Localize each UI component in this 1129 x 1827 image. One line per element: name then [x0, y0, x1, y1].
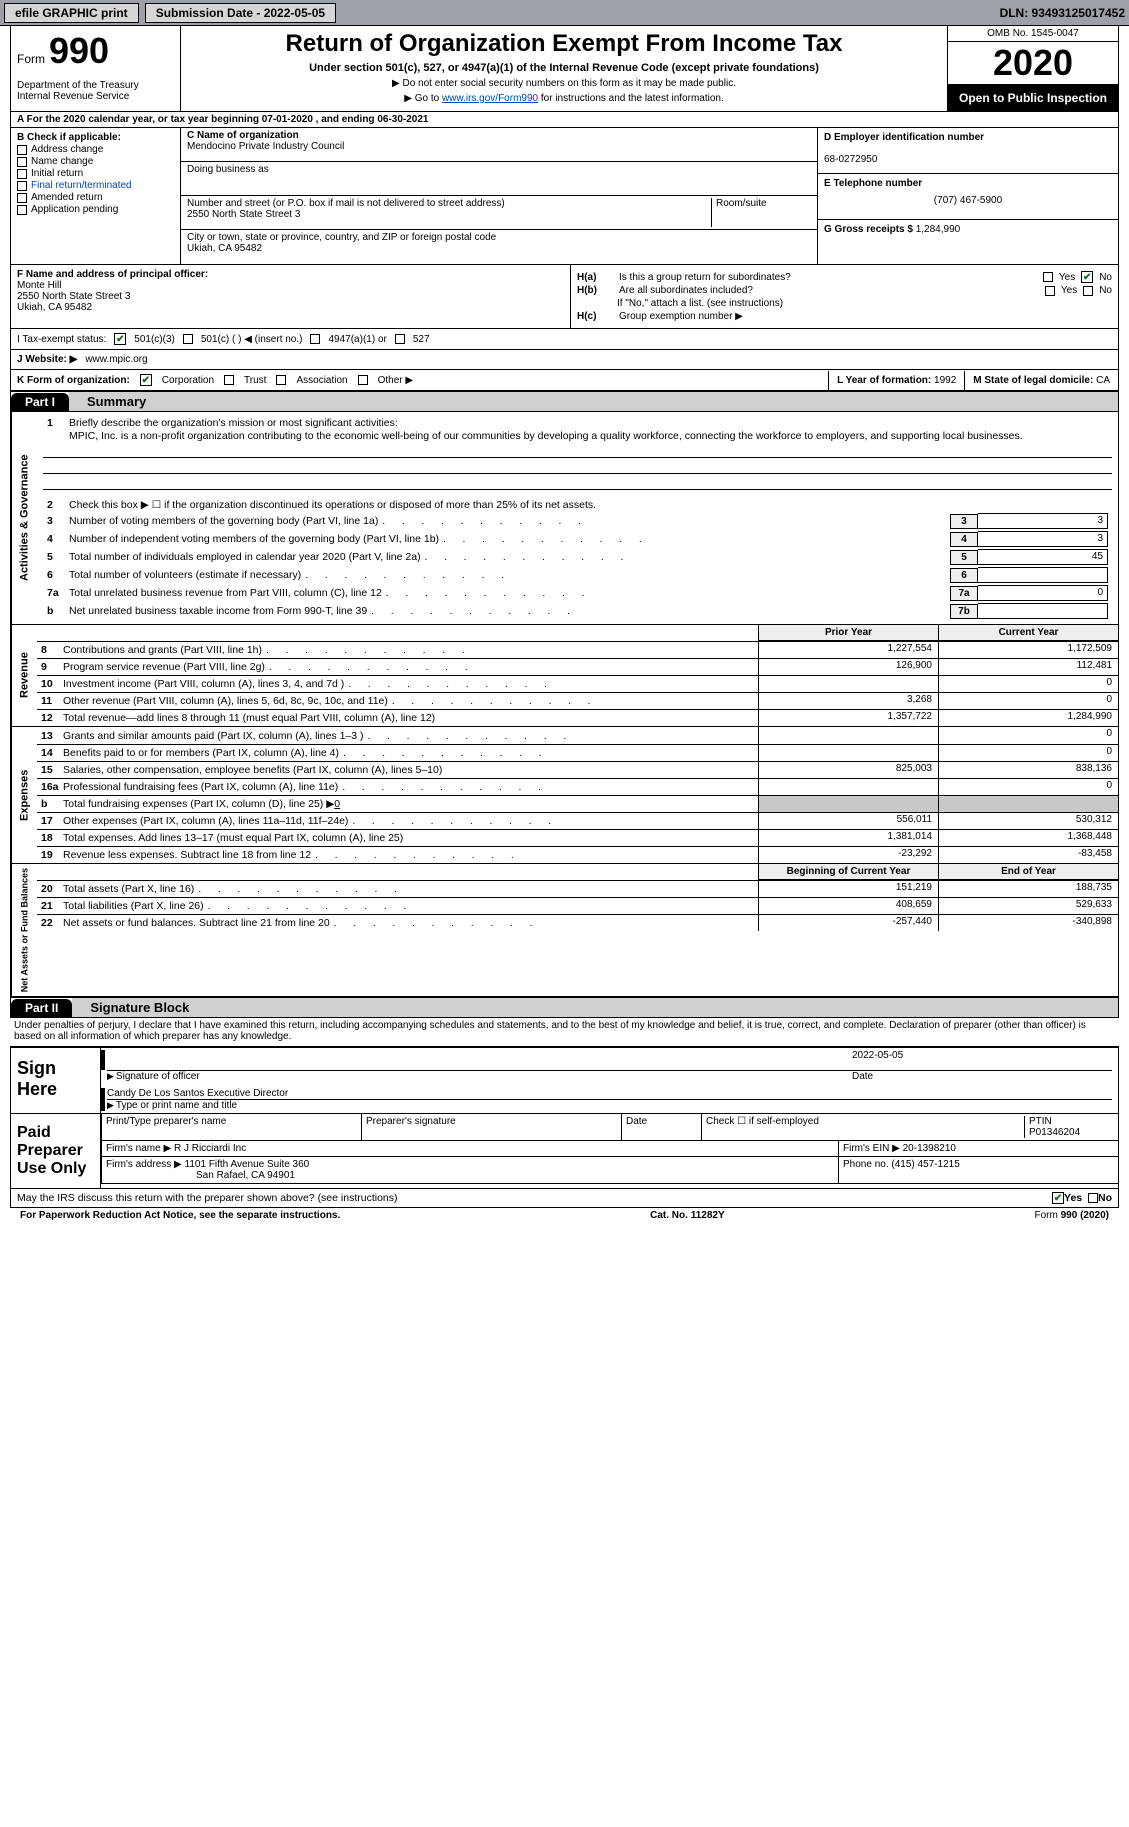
instr1: ▶ Do not enter social security numbers o…	[187, 78, 941, 89]
room-lbl: Room/suite	[716, 198, 767, 209]
checkbox-icon[interactable]	[17, 205, 27, 215]
addr: 2550 North State Street 3	[187, 209, 300, 220]
checkbox-icon[interactable]	[140, 374, 152, 386]
checkbox-icon[interactable]	[395, 334, 405, 344]
row-k: K Form of organization: Corporation Trus…	[10, 370, 1119, 391]
checkbox-icon[interactable]	[1083, 286, 1093, 296]
submission-date: Submission Date - 2022-05-05	[145, 3, 336, 23]
gross-receipts: 1,284,990	[916, 224, 961, 235]
checkbox-icon[interactable]	[224, 375, 234, 385]
form-word: Form	[17, 52, 45, 66]
checkbox-icon[interactable]	[1052, 1192, 1064, 1204]
ha-lbl: Is this a group return for subordinates?	[619, 272, 1037, 283]
checkbox-icon[interactable]	[183, 334, 193, 344]
hb-lbl: Are all subordinates included?	[619, 285, 1039, 296]
officer-name: Monte Hill	[17, 280, 61, 291]
block-bcd: B Check if applicable: Address change Na…	[10, 128, 1119, 265]
phone: (707) 467-5900	[824, 195, 1112, 206]
officer-addr2: Ukiah, CA 95482	[17, 302, 92, 313]
row-i: I Tax-exempt status: 501(c)(3) 501(c) ( …	[10, 329, 1119, 350]
b-label: B Check if applicable:	[17, 132, 121, 143]
org-name: Mendocino Private Industry Council	[187, 141, 344, 152]
firm-addr1: 1101 Fifth Avenue Suite 360	[185, 1159, 310, 1170]
revenue-label: Revenue	[11, 625, 37, 726]
ptin: P01346204	[1029, 1127, 1114, 1138]
open-inspection: Open to Public Inspection	[948, 85, 1118, 111]
checkbox-icon[interactable]	[1043, 272, 1053, 282]
val-6	[978, 567, 1108, 583]
signature-block: Sign Here Signature of officer 2022-05-0…	[10, 1046, 1119, 1189]
val-3: 3	[978, 513, 1108, 529]
checkbox-icon[interactable]	[114, 333, 126, 345]
checkbox-icon[interactable]	[17, 169, 27, 179]
topbar: efile GRAPHIC print Submission Date - 20…	[0, 0, 1129, 26]
checkbox-icon[interactable]	[17, 193, 27, 203]
part1-bar: Part I Summary	[10, 391, 1119, 412]
val-4: 3	[978, 531, 1108, 547]
part2-bar: Part II Signature Block	[10, 997, 1119, 1018]
firm-phone: (415) 457-1215	[891, 1159, 959, 1170]
efile-button[interactable]: efile GRAPHIC print	[4, 3, 139, 23]
checkbox-icon[interactable]	[1088, 1193, 1098, 1203]
checkbox-icon[interactable]	[358, 375, 368, 385]
form-header: Form 990 Department of the Treasury Inte…	[10, 26, 1119, 112]
website: www.mpic.org	[85, 354, 147, 365]
firm-name: R J Ricciardi Inc	[174, 1143, 246, 1154]
hb-note: If "No," attach a list. (see instruction…	[577, 298, 1112, 309]
discuss-row: May the IRS discuss this return with the…	[10, 1189, 1119, 1208]
checkbox-icon[interactable]	[17, 181, 27, 191]
form-number: 990	[49, 30, 109, 72]
e-lbl: E Telephone number	[824, 178, 922, 189]
c-name-lbl: C Name of organization	[187, 130, 299, 141]
domicile: CA	[1096, 375, 1110, 386]
netassets-label: Net Assets or Fund Balances	[11, 864, 37, 996]
dept-label: Department of the Treasury Internal Reve…	[17, 80, 174, 102]
checkbox-icon[interactable]	[17, 145, 27, 155]
officer-name-title: Candy De Los Santos Executive Director	[107, 1088, 1112, 1099]
city-lbl: City or town, state or province, country…	[187, 232, 496, 243]
firm-ein: 20-1398210	[903, 1143, 956, 1154]
g-lbl: G Gross receipts $	[824, 224, 913, 235]
firm-addr2: San Rafael, CA 94901	[106, 1170, 295, 1181]
omb: OMB No. 1545-0047	[948, 26, 1118, 42]
declaration: Under penalties of perjury, I declare th…	[10, 1018, 1119, 1044]
f-lbl: F Name and address of principal officer:	[17, 269, 208, 280]
governance-label: Activities & Governance	[11, 412, 37, 624]
val-7a: 0	[978, 585, 1108, 601]
year-formation: 1992	[934, 375, 956, 386]
expenses-label: Expenses	[11, 727, 37, 863]
hc-lbl: Group exemption number ▶	[619, 311, 743, 322]
val-7b	[978, 603, 1108, 619]
d-lbl: D Employer identification number	[824, 132, 984, 143]
block-fh: F Name and address of principal officer:…	[10, 265, 1119, 329]
row-a: A For the 2020 calendar year, or tax yea…	[10, 112, 1119, 128]
checkbox-icon[interactable]	[1081, 271, 1093, 283]
ein: 68-0272950	[824, 154, 877, 165]
addr-lbl: Number and street (or P.O. box if mail i…	[187, 198, 505, 209]
checkbox-icon[interactable]	[1045, 286, 1055, 296]
sign-date: 2022-05-05	[852, 1050, 1112, 1070]
title: Return of Organization Exempt From Incom…	[187, 30, 941, 58]
city: Ukiah, CA 95482	[187, 243, 262, 254]
dln: DLN: 93493125017452	[1000, 6, 1125, 20]
checkbox-icon[interactable]	[310, 334, 320, 344]
officer-addr1: 2550 North State Street 3	[17, 291, 130, 302]
mission-text: MPIC, Inc. is a non-profit organization …	[43, 430, 1112, 442]
instr2: ▶ Go to www.irs.gov/Form990 for instruct…	[187, 93, 941, 104]
checkbox-icon[interactable]	[276, 375, 286, 385]
row-j: J Website: ▶ www.mpic.org	[10, 350, 1119, 370]
subtitle: Under section 501(c), 527, or 4947(a)(1)…	[187, 62, 941, 74]
checkbox-icon[interactable]	[17, 157, 27, 167]
tax-year: 2020	[948, 42, 1118, 85]
irs-link[interactable]: www.irs.gov/Form990	[442, 93, 538, 104]
dba-lbl: Doing business as	[187, 164, 269, 175]
val-5: 45	[978, 549, 1108, 565]
footer: For Paperwork Reduction Act Notice, see …	[10, 1208, 1119, 1223]
